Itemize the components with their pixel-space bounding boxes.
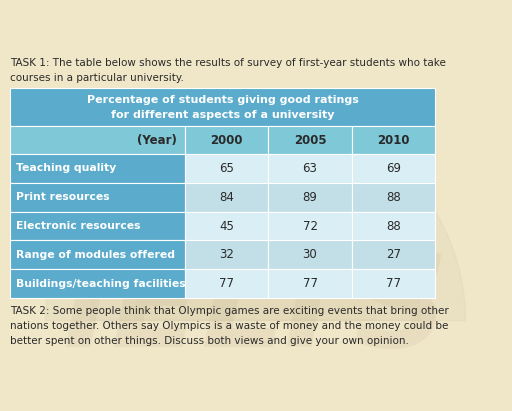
Text: 89: 89 [303, 191, 317, 204]
Text: 77: 77 [386, 277, 401, 290]
Text: TASK 2: Some people think that Olympic games are exciting events that bring othe: TASK 2: Some people think that Olympic g… [10, 306, 449, 346]
Bar [185, 154, 268, 183]
Text: 45: 45 [219, 219, 234, 233]
Bar [185, 183, 268, 212]
Bar [10, 212, 185, 240]
Text: TASK 1: The table below shows the results of survey of first-year students who t: TASK 1: The table below shows the result… [10, 58, 446, 83]
Text: IELTS: IELTS [62, 247, 450, 374]
Text: 77: 77 [303, 277, 317, 290]
Text: for different aspects of a university: for different aspects of a university [111, 110, 334, 120]
Text: 2000: 2000 [210, 134, 243, 146]
Text: 63: 63 [303, 162, 317, 175]
Text: 88: 88 [386, 191, 401, 204]
Text: 2005: 2005 [294, 134, 326, 146]
Bar [185, 126, 268, 154]
Bar [10, 269, 185, 298]
Text: Percentage of students giving good ratings: Percentage of students giving good ratin… [87, 95, 358, 105]
Text: 2010: 2010 [377, 134, 410, 146]
Text: Print resources: Print resources [16, 192, 110, 202]
Bar [352, 212, 435, 240]
Bar [268, 154, 352, 183]
Text: (Year): (Year) [137, 134, 177, 146]
Bar [268, 240, 352, 269]
Text: Buildings/teaching facilities: Buildings/teaching facilities [16, 279, 186, 289]
Text: 72: 72 [303, 219, 317, 233]
Text: 84: 84 [219, 191, 234, 204]
Bar [352, 154, 435, 183]
Text: Electronic resources: Electronic resources [16, 221, 140, 231]
Bar [10, 240, 185, 269]
Bar [268, 212, 352, 240]
Bar [10, 88, 435, 126]
Bar [185, 212, 268, 240]
Text: 27: 27 [386, 248, 401, 261]
Text: 65: 65 [219, 162, 234, 175]
Text: 30: 30 [303, 248, 317, 261]
Bar [352, 240, 435, 269]
Bar [185, 240, 268, 269]
Bar [352, 126, 435, 154]
Text: 69: 69 [386, 162, 401, 175]
Bar [10, 183, 185, 212]
Text: 77: 77 [219, 277, 234, 290]
Text: Teaching quality: Teaching quality [16, 164, 116, 173]
Bar [10, 154, 185, 183]
Text: 32: 32 [219, 248, 234, 261]
Bar [352, 183, 435, 212]
Bar [352, 269, 435, 298]
Bar [268, 183, 352, 212]
Bar [10, 126, 185, 154]
Bar [268, 126, 352, 154]
Bar [185, 269, 268, 298]
Bar [268, 269, 352, 298]
Text: Range of modules offered: Range of modules offered [16, 250, 175, 260]
Text: 88: 88 [386, 219, 401, 233]
